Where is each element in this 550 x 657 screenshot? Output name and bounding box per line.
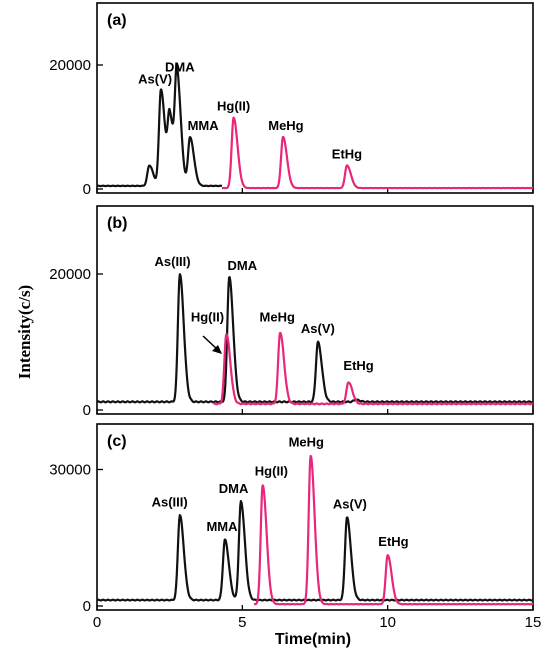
peak-annotation: MeHg [260, 310, 295, 325]
peak-annotation: EtHg [343, 358, 373, 373]
peak-annotation: MeHg [268, 118, 303, 133]
y-tick-label: 0 [83, 598, 91, 615]
peak-annotation: EtHg [332, 146, 362, 161]
peak-annotation: EtHg [378, 534, 408, 549]
y-axis-label: Intensity(c/s) [15, 285, 34, 379]
peak-annotation: As(V) [333, 497, 367, 512]
peak-annotation: MMA [206, 519, 238, 534]
y-tick-label: 0 [83, 181, 91, 198]
plot-frame [96, 2, 534, 194]
peak-annotation: MeHg [289, 434, 324, 449]
chart-panel-2: 0 20000 (b) As(III) DMA Hg(II) MeHg As(V) EtHg [49, 205, 534, 419]
peak-annotation: DMA [219, 481, 249, 496]
y-tick-label: 20000 [49, 57, 91, 74]
x-axis-label: Time(min) [275, 631, 351, 648]
chart-panel-1: 0 20000 (a) As(V)DMA MMA Hg(II) MeHg EtHg [49, 2, 534, 198]
panel-label: (a) [107, 12, 127, 29]
y-tick-label: 20000 [49, 266, 91, 283]
y-tick-label: 30000 [49, 462, 91, 479]
peak-annotation: As(V) [301, 321, 335, 336]
peak-annotation: As(V) [138, 71, 172, 86]
peak-annotation: As(III) [152, 494, 188, 509]
plot-frame [96, 205, 534, 415]
peak-annotation: Hg(II) [217, 99, 250, 114]
series-line-arsenic [96, 500, 534, 602]
peak-annotation: DMA [165, 60, 195, 75]
series-line-mercury [212, 331, 534, 406]
series-line-mercury [221, 116, 534, 190]
plot-frame [96, 423, 534, 611]
peak-annotation: As(III) [155, 254, 191, 269]
peak-annotation: Hg(II) [191, 310, 224, 325]
x-tick-label: 10 [379, 614, 396, 631]
peak-annotation: Hg(II) [255, 464, 288, 479]
peak-annotation: DMA [228, 258, 258, 273]
peak-annotation: MMA [188, 118, 220, 133]
series-line-arsenic [96, 273, 534, 404]
x-tick-label: 15 [525, 614, 542, 631]
arrow-head-icon [212, 345, 222, 354]
chart-panel-3: 0 5 10 15 0 30000 (c) As(III) MMA DMA Hg(II)MeHg As… [49, 423, 542, 631]
x-tick-label: 5 [238, 614, 246, 631]
panel-label: (c) [107, 433, 127, 450]
series-line-arsenic [96, 63, 223, 188]
series-line-mercury [253, 454, 534, 606]
panel-label: (b) [107, 215, 127, 232]
x-tick-label: 0 [93, 614, 101, 631]
y-tick-label: 0 [83, 402, 91, 419]
